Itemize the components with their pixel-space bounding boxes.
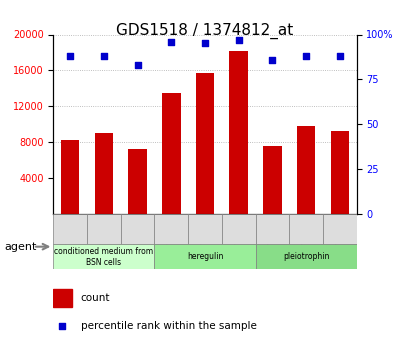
Bar bbox=[330, 131, 348, 214]
Point bbox=[268, 57, 275, 62]
Bar bbox=[296, 126, 315, 214]
Bar bbox=[195, 73, 214, 214]
FancyBboxPatch shape bbox=[221, 214, 255, 244]
Point bbox=[168, 39, 174, 45]
Point bbox=[302, 53, 309, 59]
FancyBboxPatch shape bbox=[53, 214, 87, 244]
FancyBboxPatch shape bbox=[255, 214, 289, 244]
Point bbox=[67, 53, 73, 59]
FancyBboxPatch shape bbox=[154, 214, 188, 244]
Text: heregulin: heregulin bbox=[187, 253, 222, 262]
Bar bbox=[229, 51, 247, 214]
Point bbox=[201, 41, 208, 46]
Text: percentile rank within the sample: percentile rank within the sample bbox=[81, 321, 256, 331]
FancyBboxPatch shape bbox=[255, 244, 356, 269]
FancyBboxPatch shape bbox=[53, 244, 154, 269]
FancyBboxPatch shape bbox=[188, 214, 221, 244]
Bar bbox=[94, 133, 113, 214]
FancyBboxPatch shape bbox=[322, 214, 356, 244]
FancyBboxPatch shape bbox=[289, 214, 322, 244]
Point bbox=[59, 323, 65, 329]
FancyBboxPatch shape bbox=[120, 214, 154, 244]
FancyBboxPatch shape bbox=[154, 244, 255, 269]
Point bbox=[100, 53, 107, 59]
Point bbox=[336, 53, 342, 59]
Bar bbox=[162, 93, 180, 214]
Text: conditioned medium from
BSN cells: conditioned medium from BSN cells bbox=[54, 247, 153, 267]
Bar bbox=[61, 140, 79, 214]
Point bbox=[235, 37, 241, 43]
Text: pleiotrophin: pleiotrophin bbox=[282, 253, 328, 262]
Bar bbox=[263, 146, 281, 214]
Bar bbox=[128, 149, 146, 214]
FancyBboxPatch shape bbox=[87, 214, 120, 244]
Text: agent: agent bbox=[4, 242, 36, 252]
Text: GDS1518 / 1374812_at: GDS1518 / 1374812_at bbox=[116, 22, 293, 39]
Point bbox=[134, 62, 141, 68]
Bar bbox=[53, 289, 71, 307]
Text: count: count bbox=[81, 293, 110, 303]
